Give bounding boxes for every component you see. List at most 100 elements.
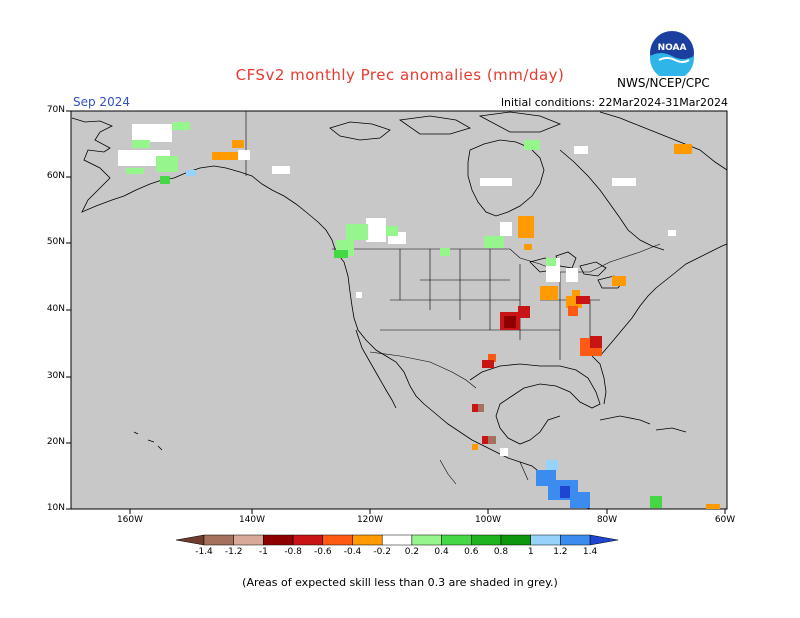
anomaly-cell [386,226,398,236]
anomaly-cell [334,250,348,258]
colorbar-label: 1 [527,547,534,557]
lat-label: 70N [46,105,65,115]
anomaly-cell [356,292,362,298]
colorbar-swatch [322,534,353,546]
agency-label: NWS/NCEP/CPC [617,76,710,90]
noaa-logo: NOAA [650,31,694,76]
anomaly-cell [238,150,250,160]
anomaly-cell [546,258,556,266]
anomaly-cell [590,336,602,348]
initial-conditions: Initial conditions: 22Mar2024-31Mar2024 [500,96,728,109]
anomaly-cell [674,144,692,154]
colorbar-swatch [263,534,294,546]
anomaly-cell [346,224,368,240]
lat-label: 10N [46,503,65,513]
anomaly-cell [488,436,496,444]
anomaly-cell [132,124,172,142]
colorbar-swatch [471,534,502,546]
anomaly-cell [482,436,490,444]
colorbar-swatch [203,534,234,546]
anomaly-cell [480,178,512,186]
colorbar-label: 0.6 [464,547,479,557]
anomaly-cell [540,286,558,300]
anomaly-cell [546,460,558,470]
colorbar-swatch [411,534,442,546]
colorbar-arrow-right [589,534,619,546]
anomaly-cell [488,354,496,362]
colorbar-label: -0.6 [314,547,332,557]
anomaly-cell [518,306,530,318]
anomaly-cell [132,140,150,148]
footnote: (Areas of expected skill less than 0.3 a… [242,576,558,589]
colorbar [175,534,619,546]
lon-label: 140W [238,515,266,525]
colorbar-label: 1.4 [582,547,598,557]
logo-text: NOAA [658,43,687,53]
anomaly-cell [500,222,512,236]
anomaly-cell [478,404,484,412]
anomaly-cell [156,156,178,172]
anomaly-cell [126,168,144,174]
anomaly-cell [560,486,570,498]
colorbar-swatch [441,534,472,546]
anomaly-cell [172,122,190,130]
colorbar-label: 1.2 [553,547,568,557]
colorbar-label: 0.2 [404,547,420,557]
colorbar-label: -0.4 [343,547,362,557]
anomaly-cell [472,444,478,450]
anomaly-cell [160,176,170,184]
anomaly-cell [566,268,578,282]
anomaly-cell [524,244,532,250]
colorbar-label: -1.4 [195,547,213,557]
anomaly-cell [500,448,508,456]
colorbar-swatch [500,534,531,546]
colorbar-arrow-left [175,534,205,546]
colorbar-swatch [292,534,324,546]
lon-label: 160W [116,515,144,525]
anomaly-cell [518,216,534,238]
anomaly-cell [612,178,636,186]
lon-label: 60W [714,515,736,525]
anomaly-cell [232,140,244,148]
anomaly-cell [570,492,590,508]
colorbar-label: -0.8 [284,547,302,557]
anomaly-cell [186,170,196,176]
lat-label: 60N [46,171,65,181]
lon-ticks [129,509,726,514]
colorbar-label: -1 [258,547,268,557]
lat-label: 40N [46,304,65,314]
colorbar-swatch [352,534,383,546]
lat-label: 50N [46,237,65,247]
colorbar-swatch [233,534,264,546]
colorbar-label: -1.2 [224,547,243,557]
anomaly-cell [572,290,580,296]
colorbar-swatch [560,534,591,546]
anomaly-cell [472,404,480,412]
colorbar-label: 0.8 [493,547,509,557]
colorbar-swatch [530,534,561,546]
anomaly-cell [650,496,662,508]
map-background [70,110,728,510]
lat-ticks [66,110,71,510]
colorbar-swatch [381,534,413,546]
anomaly-cell [568,306,578,316]
anomaly-cell [482,360,494,368]
anomaly-cell [366,218,386,242]
lat-label: 30N [46,371,65,381]
anomaly-cell [484,236,504,248]
colorbar-label: 0.4 [434,547,449,557]
lon-label: 100W [474,515,502,525]
anomaly-cell [504,316,516,328]
colorbar-label: -0.2 [373,547,391,557]
anomaly-cell [576,296,590,304]
chart-title: CFSv2 monthly Prec anomalies (mm/day) [235,66,565,84]
lon-label: 120W [356,515,384,525]
forecast-month: Sep 2024 [73,95,130,109]
anomaly-cell [212,152,238,160]
lat-label: 20N [46,437,65,447]
anomaly-cell [668,230,676,236]
anomaly-cell [272,166,290,174]
anomaly-cells [118,122,720,509]
anomaly-cell [612,276,626,286]
